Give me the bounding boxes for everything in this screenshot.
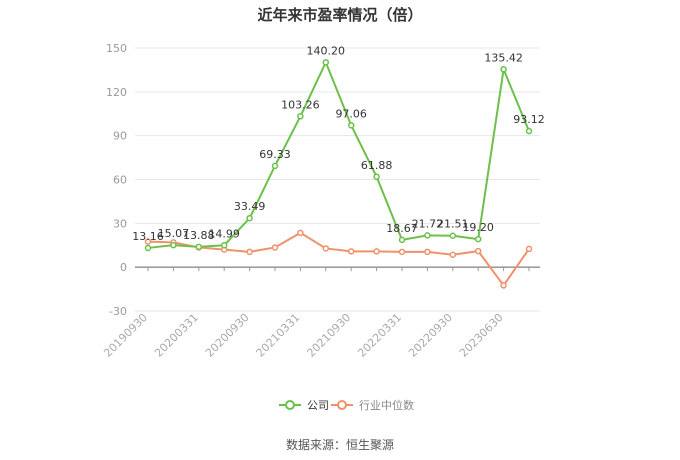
- legend-label: 行业中位数: [359, 398, 414, 412]
- data-point-0: [474, 235, 482, 243]
- legend-swatch-marker: [285, 400, 295, 410]
- data-point-1: [500, 282, 507, 289]
- data-label: 19.20: [462, 221, 494, 234]
- x-tick-label: 20220930: [406, 311, 455, 360]
- data-point-1: [424, 248, 431, 256]
- data-point-0: [449, 232, 457, 239]
- data-point-1: [525, 245, 533, 253]
- data-label: 13.16: [132, 230, 164, 243]
- data-label: 13.88: [183, 229, 215, 242]
- x-tick-label: 20200331: [152, 311, 201, 360]
- series-line-0: [147, 59, 530, 249]
- data-label: 93.12: [513, 113, 545, 126]
- data-point-1: [474, 247, 482, 255]
- y-tick-label: 90: [113, 130, 127, 143]
- data-label: 140.20: [307, 44, 346, 57]
- data-point-0: [144, 244, 152, 252]
- chart-title: 近年来市盈率情况（倍）: [257, 6, 423, 24]
- y-tick-label: -30: [109, 305, 127, 318]
- data-point-0: [271, 162, 279, 170]
- data-point-0: [195, 243, 203, 251]
- data-point-0: [525, 127, 533, 135]
- data-point-0: [246, 214, 253, 222]
- x-tick-label: 20230630: [457, 311, 506, 360]
- data-point-1: [297, 229, 304, 237]
- data-source: 数据来源：恒生聚源: [285, 438, 394, 452]
- x-tick-label: 20200930: [203, 311, 252, 360]
- data-point-0: [322, 59, 330, 66]
- data-label: 33.49: [234, 200, 266, 213]
- data-label: 18.67: [386, 222, 418, 235]
- data-label: 135.42: [484, 51, 523, 64]
- data-label: 14.99: [208, 227, 240, 240]
- data-point-0: [398, 236, 406, 244]
- data-point-0: [500, 66, 507, 73]
- data-label: 21.51: [437, 218, 469, 231]
- data-label: 103.26: [281, 98, 320, 111]
- data-point-1: [144, 238, 152, 245]
- data-point-0: [170, 241, 177, 249]
- data-point-0: [424, 232, 431, 239]
- data-point-0: [373, 173, 380, 181]
- data-point-1: [449, 251, 457, 258]
- y-tick-label: 150: [106, 42, 127, 55]
- data-point-0: [220, 242, 228, 249]
- data-point-0: [347, 122, 355, 129]
- data-point-1: [373, 248, 380, 255]
- data-point-1: [398, 248, 406, 256]
- x-tick-label: 20210930: [305, 311, 354, 360]
- y-tick-label: 60: [113, 174, 127, 187]
- legend-swatch-marker: [337, 400, 347, 410]
- y-tick-label: 120: [106, 86, 127, 99]
- data-label: 69.33: [259, 148, 291, 161]
- x-tick-label: 20220331: [355, 311, 404, 360]
- data-point-0: [297, 113, 304, 120]
- data-point-1: [271, 244, 279, 251]
- x-tick-label: 20210331: [254, 311, 303, 360]
- x-tick-label: 20190930: [101, 311, 150, 360]
- data-point-1: [322, 245, 330, 252]
- data-label: 61.88: [361, 159, 393, 172]
- y-tick-label: 30: [113, 217, 127, 230]
- series-line-1: [147, 231, 530, 288]
- data-label: 97.06: [335, 107, 367, 120]
- data-point-1: [246, 248, 253, 256]
- y-tick-label: 0: [120, 261, 127, 274]
- data-label: 21.72: [412, 217, 444, 230]
- data-label: 15.07: [158, 227, 190, 240]
- data-point-1: [347, 248, 355, 255]
- legend-label: 公司: [307, 399, 329, 412]
